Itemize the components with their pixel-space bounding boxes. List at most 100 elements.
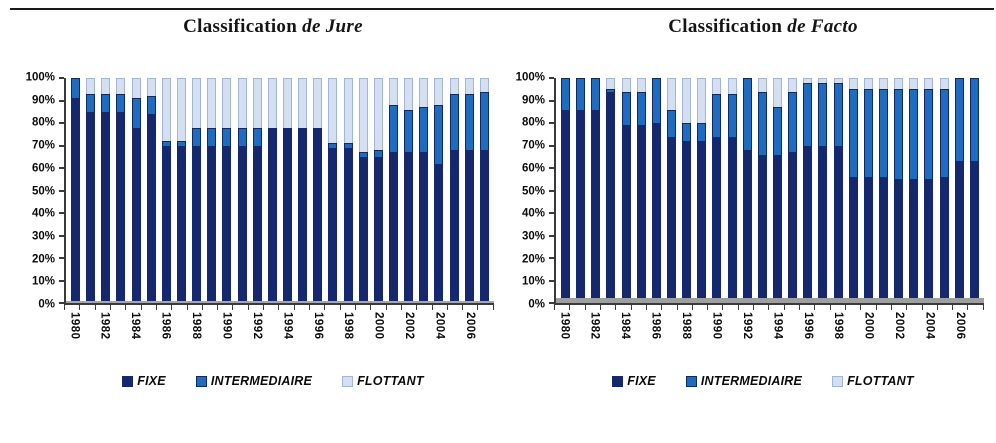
bar-segment-flottant	[313, 78, 323, 128]
y-tick-label: 70%	[31, 139, 55, 152]
bar-segment-flottant	[116, 78, 126, 94]
x-label-slot	[297, 312, 306, 358]
bar-group-1986	[651, 78, 661, 303]
x-tick-label: 1986	[159, 312, 172, 340]
x-tick-mark	[860, 305, 862, 310]
x-tick-label: 1990	[710, 312, 723, 340]
x-label-slot: 1996	[312, 312, 324, 358]
legend-label: FLOTTANT	[357, 374, 424, 388]
bar-segment-intermediaire	[924, 89, 934, 180]
bar-segment-intermediaire	[576, 78, 586, 110]
bar-segment-fixe	[833, 145, 843, 303]
x-tick-mark	[201, 305, 203, 310]
bar-segment-fixe	[146, 114, 156, 303]
y-tick-mark	[59, 302, 64, 304]
x-tick-mark	[79, 305, 81, 310]
bar-group-1983	[606, 78, 616, 303]
bar-group-1987	[666, 78, 676, 303]
bar-segment-fixe	[863, 177, 873, 303]
bar-segment-fixe	[788, 152, 798, 303]
x-label-slot: 1998	[342, 312, 354, 358]
x-tick-mark	[768, 305, 770, 310]
bar-segment-intermediaire	[712, 93, 722, 137]
bar-segment-fixe	[449, 150, 459, 303]
chart-panel-de-jure: Classification de Jure 0% 10% 20% 30% 40% 50%…	[12, 10, 494, 388]
x-label-slot	[267, 312, 276, 358]
bar-segment-flottant	[772, 78, 782, 108]
bar-segment-fixe	[161, 145, 171, 303]
bar-group-1993	[267, 78, 277, 303]
y-tick-mark	[59, 212, 64, 214]
bar-segment-fixe	[373, 156, 383, 303]
bar-segment-intermediaire	[742, 78, 752, 150]
bar-segment-intermediaire	[818, 82, 828, 146]
y-tick-label: 0%	[528, 298, 545, 311]
bar-group-1991	[237, 78, 247, 303]
bar-segment-fixe	[742, 150, 752, 303]
x-axis: 1980 1982 1984 1986 1988 1990 1992 1994 1996 1998…	[64, 305, 494, 358]
bar-segment-intermediaire	[388, 105, 398, 153]
x-label-slot	[818, 312, 827, 358]
x-tick-label: 2002	[403, 312, 416, 340]
bar-segment-intermediaire	[833, 82, 843, 146]
bar-group-1992	[252, 78, 262, 303]
x-tick-mark	[247, 305, 249, 310]
bar-segment-intermediaire	[939, 89, 949, 177]
bar-segment-intermediaire	[101, 93, 111, 112]
x-tick-mark	[691, 305, 693, 310]
x-tick-mark	[906, 305, 908, 310]
bar-segment-fixe	[803, 145, 813, 303]
bar-segment-fixe	[712, 136, 722, 303]
y-tick-label: 100%	[515, 71, 545, 84]
bar-segment-fixe	[591, 109, 601, 303]
bar-group-1982	[101, 78, 111, 303]
plot-bars	[66, 78, 494, 303]
y-axis: 0% 10% 20% 30% 40% 50% 60% 70% 80% 90% 100%	[12, 72, 64, 310]
bar-segment-intermediaire	[772, 107, 782, 155]
x-tick-mark	[783, 305, 785, 310]
x-tick-label: 2006	[463, 312, 476, 340]
y-tick-label: 100%	[25, 71, 55, 84]
legend-label: FLOTTANT	[847, 374, 914, 388]
x-tick-label: 1988	[190, 312, 202, 340]
chart-body: 0% 10% 20% 30% 40% 50% 60% 70% 80% 90% 100% 1980 19…	[12, 72, 494, 358]
x-label-slot: 1992	[251, 312, 263, 358]
page-top-rule	[10, 8, 994, 10]
bar-group-1980	[71, 78, 80, 303]
bar-segment-intermediaire	[803, 82, 813, 146]
x-tick-mark	[707, 305, 709, 310]
x-tick-mark	[814, 305, 816, 310]
x-tick-mark	[952, 305, 954, 310]
y-tick-label: 70%	[521, 139, 545, 152]
bar-segment-intermediaire	[434, 105, 444, 164]
legend-item-intermediaire: INTERMEDIAIRE	[685, 374, 802, 388]
bar-segment-fixe	[192, 145, 202, 303]
x-labels: 1980 1982 1984 1986 1988 1990 1992 1994 1996 1998…	[64, 312, 494, 358]
x-label-slot: 1990	[710, 312, 723, 358]
baseline-floor	[66, 301, 494, 303]
x-label-slot: 1986	[159, 312, 172, 358]
x-label-slot: 1980	[68, 312, 80, 358]
bar-segment-intermediaire	[116, 93, 126, 112]
bar-group-1992	[742, 78, 752, 303]
bar-segment-intermediaire	[343, 143, 353, 148]
y-tick-mark	[549, 167, 554, 169]
x-tick-mark	[278, 305, 280, 310]
y-tick-label: 80%	[521, 116, 545, 129]
x-label-slot: 1990	[220, 312, 232, 358]
bar-segment-flottant	[727, 78, 737, 94]
x-tick-mark	[890, 305, 892, 310]
bar-segment-intermediaire	[863, 89, 873, 177]
bar-segment-flottant	[373, 78, 383, 150]
bar-segment-flottant	[282, 78, 292, 128]
bar-segment-flottant	[636, 78, 646, 92]
charts-row: Classification de Jure 0% 10% 20% 30% 40% 50%…	[10, 10, 986, 388]
bar-segment-intermediaire	[954, 78, 964, 162]
bar-segment-fixe	[818, 145, 828, 303]
bar-segment-fixe	[924, 179, 934, 303]
x-label-slot	[328, 312, 337, 358]
x-label-slot	[236, 312, 245, 358]
bar-segment-flottant	[894, 78, 904, 90]
x-label-slot	[787, 312, 796, 358]
x-label-slot: 2004	[434, 312, 446, 358]
